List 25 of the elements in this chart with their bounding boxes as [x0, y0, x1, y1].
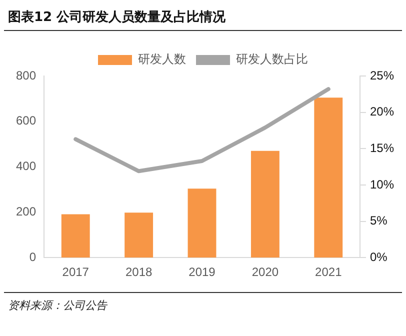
y2-tick-label: 15%: [370, 140, 394, 155]
bar: [250, 150, 280, 258]
x-tick-label: 2019: [188, 265, 216, 280]
chart-title: 图表12 公司研发人员数量及占比情况: [8, 9, 226, 26]
y-tick-label: 0: [29, 250, 36, 264]
y-tick-label: 400: [16, 159, 36, 174]
x-tick-label: 2021: [315, 265, 342, 280]
y2-tick-label: 5%: [370, 214, 388, 228]
x-tick-label: 2018: [125, 265, 152, 280]
y2-tick-label: 0%: [370, 250, 388, 264]
x-tick-label: 2017: [62, 265, 90, 280]
y2-tick-label: 25%: [370, 68, 394, 82]
legend-label: 研发人数: [138, 52, 186, 66]
bar: [314, 98, 343, 258]
y-tick-label: 800: [16, 68, 36, 82]
y-tick-label: 200: [16, 204, 36, 219]
bar: [188, 188, 216, 258]
bar: [61, 214, 90, 258]
y-tick-label: 600: [16, 114, 36, 128]
text: 资料来源：公司公告: [8, 298, 107, 313]
y2-tick-label: 20%: [370, 104, 394, 119]
y2-tick-label: 10%: [370, 177, 394, 192]
legend-label: 研发人数占比: [236, 52, 308, 66]
x-tick-label: 2020: [252, 265, 279, 280]
bar: [124, 212, 154, 258]
